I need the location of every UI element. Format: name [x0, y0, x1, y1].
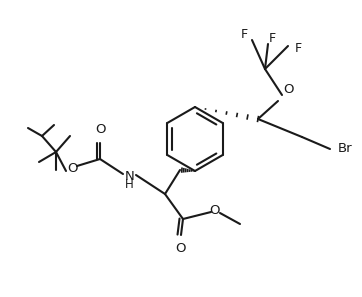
- Text: O: O: [283, 83, 294, 96]
- Text: Br: Br: [338, 143, 353, 156]
- Text: F: F: [269, 31, 275, 45]
- Text: N: N: [125, 170, 135, 184]
- Text: O: O: [67, 162, 77, 176]
- Text: F: F: [240, 29, 248, 42]
- Text: F: F: [294, 42, 302, 56]
- Text: O: O: [176, 242, 186, 255]
- Text: H: H: [125, 178, 133, 192]
- Text: O: O: [95, 123, 105, 136]
- Text: O: O: [210, 203, 220, 217]
